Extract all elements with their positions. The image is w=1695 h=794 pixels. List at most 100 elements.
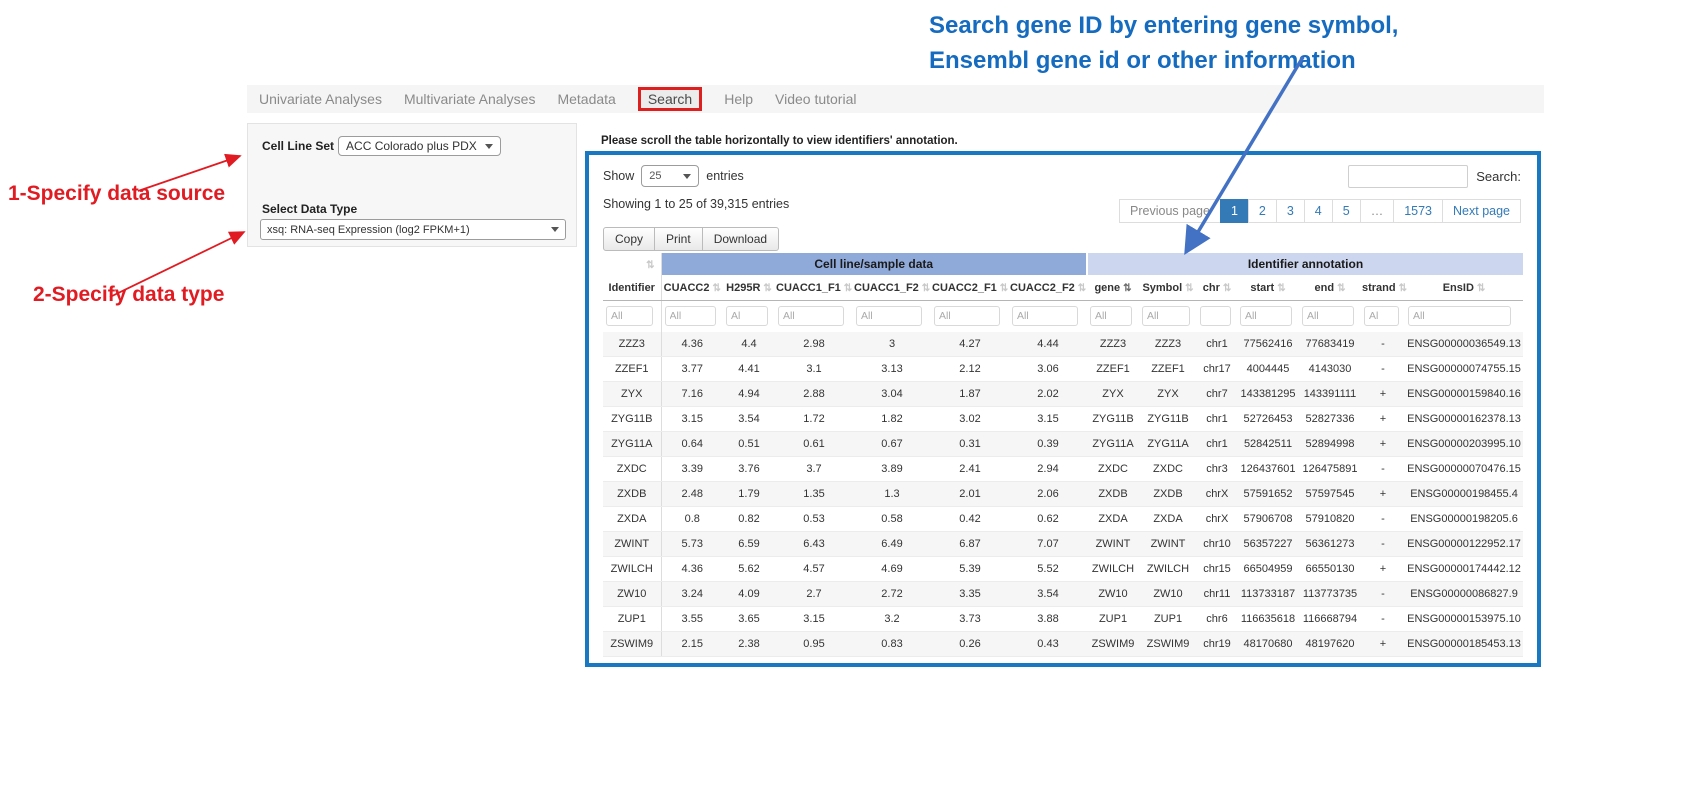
cell-cuacc2-f2: 3.15 [1009,406,1087,432]
cell-cuacc2-f1: 6.87 [931,531,1009,557]
cell-strand: - [1361,531,1405,557]
page-button-1[interactable]: 1 [1219,199,1249,223]
cell-ensid: ENSG00000198205.6 [1405,506,1524,532]
entries-label: entries [706,169,744,183]
filter-input-end[interactable] [1302,306,1354,326]
cell-identifier: ZZEF1 [603,356,662,382]
cell-h295r: 4.4 [723,332,775,357]
filter-input-gene[interactable] [1090,306,1133,326]
column-header-symbol[interactable]: Symbol ⇅ [1139,275,1197,301]
sort-icon: ⇅ [843,283,853,294]
cell-cuacc2: 3.55 [661,606,723,632]
cell-symbol: ZXDA [1139,506,1197,532]
copy-button[interactable]: Copy [603,227,656,251]
previous-page-button[interactable]: Previous page [1119,199,1221,223]
filter-input-identifier[interactable] [606,306,654,326]
column-header-start[interactable]: start ⇅ [1237,275,1299,301]
filter-input-cuacc1-f2[interactable] [856,306,923,326]
cell-gene: ZSWIM9 [1087,631,1139,657]
cell-cuacc1-f2: 6.49 [853,531,931,557]
nav-item-metadata[interactable]: Metadata [557,91,616,107]
column-header-ensid[interactable]: EnsID ⇅ [1405,275,1524,301]
cell-chr: chr6 [1197,606,1237,632]
cell-cuacc2-f1: 1.87 [931,381,1009,407]
search-input[interactable] [1348,165,1469,188]
column-header-strand[interactable]: strand ⇅ [1361,275,1407,301]
cell-cuacc1-f2: 0.67 [853,431,931,457]
cell-end: 48197620 [1299,631,1361,657]
nav-item-video-tutorial[interactable]: Video tutorial [775,91,857,107]
filter-input-cuacc2[interactable] [664,306,716,326]
column-header-cuacc2[interactable]: CUACC2 ⇅ [661,275,723,301]
cell-cuacc1-f1: 3.15 [775,606,853,632]
filter-input-ensid[interactable] [1408,306,1512,326]
cell-start: 113733187 [1237,581,1299,607]
cell-cuacc2: 4.36 [661,556,723,582]
nav-item-help[interactable]: Help [724,91,753,107]
filter-input-cuacc2-f2[interactable] [1012,306,1079,326]
cell-cuacc2-f2: 2.02 [1009,381,1087,407]
cell-cuacc1-f1: 3.7 [775,456,853,482]
column-header-gene[interactable]: gene ⇅ [1087,275,1139,301]
column-header-cuacc1-f1[interactable]: CUACC1_F1 ⇅ [775,275,853,301]
cell-start: 77562416 [1237,332,1299,357]
filter-input-cuacc2-f1[interactable] [934,306,1001,326]
cell-end: 57597545 [1299,481,1361,507]
filter-input-strand[interactable] [1364,306,1399,326]
filter-input-start[interactable] [1240,306,1292,326]
cell-cuacc1-f2: 1.3 [853,481,931,507]
cell-chr: chrX [1197,506,1237,532]
print-button[interactable]: Print [654,227,703,251]
cell-cuacc1-f2: 3.13 [853,356,931,382]
cell-start: 116635618 [1237,606,1299,632]
filter-input-symbol[interactable] [1142,306,1190,326]
column-header-cuacc2-f2[interactable]: CUACC2_F2 ⇅ [1009,275,1087,301]
page-button-1573[interactable]: 1573 [1393,199,1444,223]
cell-line-set-select[interactable]: ACC Colorado plus PDX [338,136,501,156]
column-header-h295r[interactable]: H295R ⇅ [723,275,775,301]
nav-item-univariate-analyses[interactable]: Univariate Analyses [259,91,382,107]
page-button-2[interactable]: 2 [1247,199,1277,223]
column-header-end[interactable]: end ⇅ [1299,275,1361,301]
cell-ensid: ENSG00000203995.10 [1405,431,1524,457]
cell-gene: ZXDA [1087,506,1139,532]
page-button-5[interactable]: 5 [1331,199,1361,223]
column-header-cuacc1-f2[interactable]: CUACC1_F2 ⇅ [853,275,931,301]
column-header-identifier[interactable]: Identifier [603,275,662,301]
column-header-chr[interactable]: chr ⇅ [1197,275,1237,301]
sort-icon: ⇅ [1277,283,1286,294]
filter-input-chr[interactable] [1200,306,1232,326]
cell-cuacc2-f2: 2.94 [1009,456,1087,482]
nav-item-multivariate-analyses[interactable]: Multivariate Analyses [403,91,536,107]
data-type-select[interactable]: xsq: RNA-seq Expression (log2 FPKM+1) [260,219,566,240]
cell-h295r: 3.76 [723,456,775,482]
cell-gene: ZWILCH [1087,556,1139,582]
filter-input-h295r[interactable] [726,306,769,326]
sort-icon[interactable]: ⇅ [646,260,655,271]
cell-cuacc1-f1: 1.35 [775,481,853,507]
nav-item-search[interactable]: Search [637,87,703,111]
cell-strand: + [1361,556,1405,582]
cell-ensid: ENSG00000153975.10 [1405,606,1524,632]
cell-start: 57591652 [1237,481,1299,507]
cell-gene: ZW10 [1087,581,1139,607]
cell-end: 56361273 [1299,531,1361,557]
page-button-4[interactable]: 4 [1303,199,1333,223]
page-button-3[interactable]: 3 [1275,199,1305,223]
filter-input-cuacc1-f1[interactable] [778,306,845,326]
cell-gene: ZZZ3 [1087,332,1139,357]
page-length-select[interactable]: 25 [641,165,700,187]
annotation-search-note-line2: Ensembl gene id or other information [929,47,1356,74]
next-page-button[interactable]: Next page [1442,199,1521,223]
cell-cuacc2: 4.36 [661,332,723,357]
cell-ensid: ENSG00000074755.15 [1405,356,1524,382]
annotation-step1: 1-Specify data source [8,182,226,205]
cell-line-set-label: Cell Line Set [262,139,335,153]
download-button[interactable]: Download [701,227,780,251]
cell-cuacc2-f2: 0.43 [1009,631,1087,657]
cell-cuacc2-f1: 5.39 [931,556,1009,582]
page-length-control: Show 25 entries [603,165,744,187]
cell-cuacc2-f1: 3.35 [931,581,1009,607]
column-header-cuacc2-f1[interactable]: CUACC2_F1 ⇅ [931,275,1009,301]
data-type-label: Select Data Type [262,202,358,216]
